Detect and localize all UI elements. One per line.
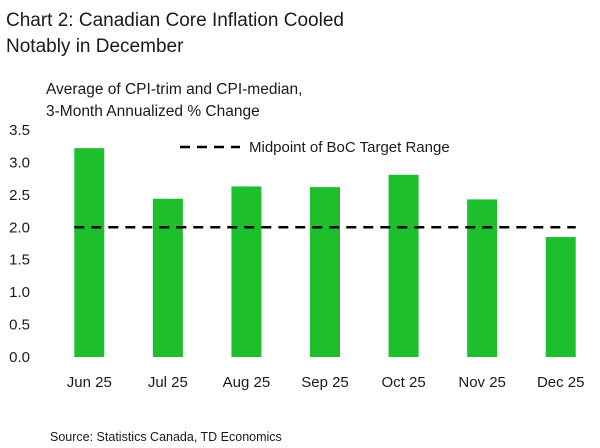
x-tick-label: Dec 25 xyxy=(537,374,585,391)
legend: Midpoint of BoC Target Range xyxy=(180,139,450,156)
y-tick-label: 0.5 xyxy=(9,317,30,334)
y-tick-label: 3.0 xyxy=(9,154,30,171)
x-tick-label: Aug 25 xyxy=(223,374,271,391)
bar xyxy=(467,199,498,357)
bar xyxy=(310,187,340,357)
y-axis-label-line-2: 3-Month Annualized % Change xyxy=(46,103,260,120)
bar xyxy=(152,198,183,357)
y-axis-label-line-1: Average of CPI-trim and CPI-median, xyxy=(46,81,302,98)
chart-title-line-2: Notably in December xyxy=(6,36,184,57)
bar xyxy=(545,237,576,357)
y-tick-label: 1.0 xyxy=(9,284,30,301)
bar xyxy=(388,174,419,357)
y-tick-label: 3.5 xyxy=(9,122,30,139)
x-tick-label: Jul 25 xyxy=(148,374,188,391)
chart-title-line-1: Chart 2: Canadian Core Inflation Cooled xyxy=(6,10,344,31)
x-tick-label: Jun 25 xyxy=(67,374,112,391)
source-note: Source: Statistics Canada, TD Economics xyxy=(50,430,282,444)
bar xyxy=(231,186,262,357)
y-axis-ticks: 0.0 0.5 1.0 1.5 2.0 2.5 3.0 3.5 xyxy=(9,122,30,366)
y-tick-label: 2.0 xyxy=(9,219,30,236)
x-tick-label: Nov 25 xyxy=(458,374,506,391)
bar-series xyxy=(74,148,576,357)
legend-label: Midpoint of BoC Target Range xyxy=(249,139,450,156)
y-axis-label: Average of CPI-trim and CPI-median, 3-Mo… xyxy=(46,81,302,120)
x-axis-ticks: Jun 25 Jul 25 Aug 25 Sep 25 Oct 25 Nov 25 Dec … xyxy=(67,374,585,391)
x-tick-label: Sep 25 xyxy=(301,374,349,391)
y-tick-label: 0.0 xyxy=(9,349,30,366)
bar xyxy=(74,148,105,357)
chart-title: Chart 2: Canadian Core Inflation Cooled … xyxy=(6,10,344,57)
y-tick-label: 1.5 xyxy=(9,252,30,269)
y-tick-label: 2.5 xyxy=(9,187,30,204)
x-tick-label: Oct 25 xyxy=(381,374,425,391)
